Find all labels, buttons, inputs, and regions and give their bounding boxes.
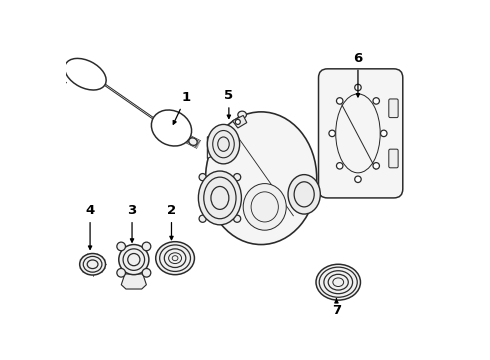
Circle shape (142, 269, 151, 277)
Circle shape (234, 174, 241, 181)
Circle shape (235, 120, 240, 125)
Text: 6: 6 (353, 51, 363, 97)
Circle shape (381, 130, 387, 136)
Text: 7: 7 (332, 299, 341, 318)
Polygon shape (232, 116, 247, 128)
Ellipse shape (243, 184, 286, 230)
Text: 4: 4 (85, 204, 95, 249)
Polygon shape (122, 274, 147, 289)
Circle shape (117, 269, 125, 277)
Text: 3: 3 (127, 204, 137, 242)
Circle shape (355, 176, 361, 183)
Ellipse shape (205, 112, 317, 244)
Ellipse shape (316, 264, 361, 300)
Ellipse shape (288, 175, 320, 214)
Circle shape (329, 130, 335, 136)
Circle shape (199, 174, 206, 181)
FancyBboxPatch shape (389, 149, 398, 168)
Ellipse shape (207, 125, 240, 164)
Ellipse shape (198, 171, 242, 225)
Polygon shape (207, 130, 221, 158)
FancyBboxPatch shape (318, 69, 403, 198)
Circle shape (373, 98, 379, 104)
Circle shape (142, 242, 151, 251)
Circle shape (234, 215, 241, 222)
Circle shape (337, 98, 343, 104)
Ellipse shape (238, 111, 246, 118)
FancyBboxPatch shape (389, 99, 398, 118)
Ellipse shape (189, 138, 197, 145)
Ellipse shape (151, 110, 192, 146)
Circle shape (117, 242, 125, 251)
Circle shape (337, 163, 343, 169)
Text: 1: 1 (173, 91, 191, 124)
Ellipse shape (65, 58, 106, 90)
Circle shape (199, 215, 206, 222)
Ellipse shape (119, 244, 149, 275)
Ellipse shape (156, 242, 195, 275)
Text: 5: 5 (224, 89, 233, 118)
Circle shape (373, 163, 379, 169)
Ellipse shape (80, 253, 105, 275)
Circle shape (355, 84, 361, 91)
Text: 2: 2 (167, 204, 176, 240)
